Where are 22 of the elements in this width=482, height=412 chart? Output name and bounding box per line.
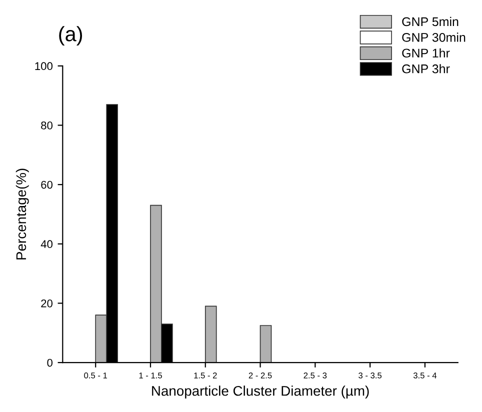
legend-label: GNP 5min bbox=[402, 16, 458, 26]
y-tick-label: 0 bbox=[47, 358, 53, 367]
x-tick-label: 1 - 1.5 bbox=[139, 372, 162, 378]
bar bbox=[204, 306, 217, 363]
y-tick-label: 20 bbox=[41, 300, 53, 308]
y-tick-label: 60 bbox=[41, 180, 53, 189]
x-tick-label: 1.5 - 2 bbox=[194, 372, 217, 378]
chart-title: (a) bbox=[59, 26, 82, 46]
y-axis-title: Percentage(%) bbox=[16, 168, 29, 260]
legend-label: GNP 3hr bbox=[402, 64, 450, 74]
bar bbox=[260, 325, 272, 363]
legend-label: GNP 1hr bbox=[402, 48, 450, 58]
x-tick-label: 0.5 - 1 bbox=[84, 372, 108, 378]
legend-label: GNP 30min bbox=[402, 32, 466, 42]
x-tick-label: 3.5 - 4 bbox=[413, 372, 437, 378]
x-tick-label: 3 - 3.5 bbox=[358, 372, 382, 378]
y-tick-label: 100 bbox=[35, 62, 53, 70]
y-tick-label: 40 bbox=[40, 240, 53, 248]
y-tick-label: 80 bbox=[41, 122, 53, 130]
x-axis-title: Nanoparticle Cluster Diameter (µm) bbox=[152, 386, 369, 399]
x-tick-label: 2 - 2.5 bbox=[248, 372, 272, 378]
x-tick-label: 2.5 - 3 bbox=[304, 372, 327, 378]
